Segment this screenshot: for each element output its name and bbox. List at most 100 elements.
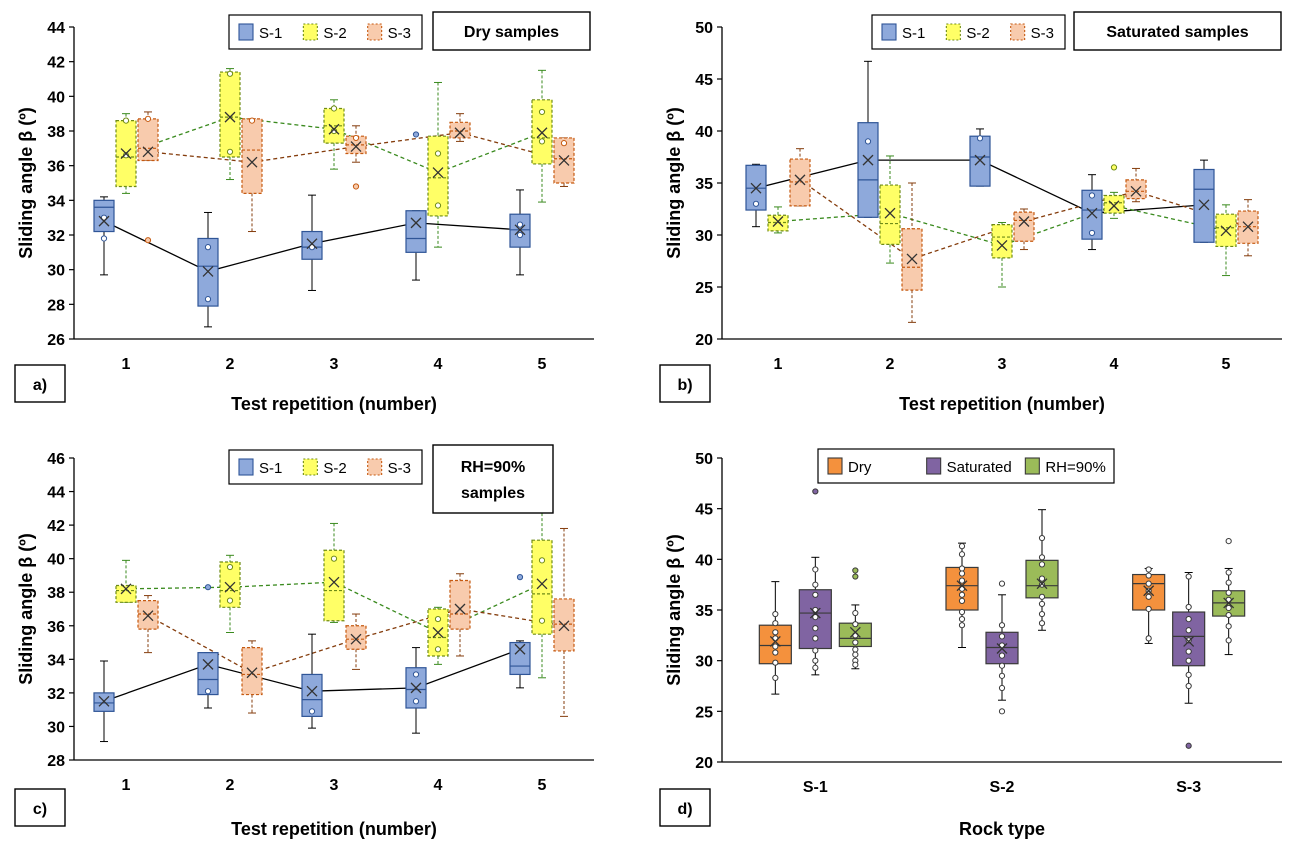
data-point — [852, 609, 859, 617]
legend-frame — [228, 449, 423, 485]
outlier-point — [516, 574, 524, 581]
legend: S-1 S-2 S-3 — [871, 14, 1066, 50]
outlier-point — [852, 567, 859, 574]
data-point — [958, 570, 966, 577]
y-tick-label: 44 — [47, 20, 65, 37]
box-dry-s-1 — [758, 581, 792, 695]
y-tick-label: 45 — [695, 502, 713, 519]
y-tick-label: 40 — [695, 552, 713, 569]
mean-marker — [120, 148, 132, 159]
data-point — [812, 647, 819, 654]
box-body — [137, 118, 159, 162]
data-point — [144, 115, 152, 122]
data-point — [976, 135, 984, 142]
box-s-3-4 — [449, 113, 471, 142]
legend-label: Dry — [848, 459, 872, 476]
data-point — [1145, 566, 1152, 573]
outlier-point — [204, 584, 212, 591]
data-point — [958, 551, 966, 558]
data-point — [998, 672, 1006, 679]
x-tick-label: 3 — [330, 356, 339, 373]
box-s-3-5 — [553, 527, 575, 717]
legend-label: S-1 — [259, 25, 282, 42]
legend-frame — [871, 14, 1066, 50]
y-tick-label: 45 — [695, 72, 713, 89]
box-s-3-2 — [241, 117, 263, 233]
data-point — [1038, 600, 1046, 608]
x-tick-label: 5 — [538, 356, 547, 373]
data-point — [1145, 635, 1152, 642]
mean-marker — [514, 643, 526, 655]
y-tick-label: 44 — [47, 485, 65, 502]
x-axis-title: Test repetition (number) — [899, 394, 1105, 414]
sample-tag: Saturated samples — [1073, 11, 1282, 51]
data-point — [958, 577, 966, 584]
box-body — [509, 641, 531, 676]
y-tick-label: 25 — [695, 704, 713, 721]
data-point — [1038, 610, 1046, 618]
sample-tag-frame — [1073, 11, 1282, 51]
box-s-1-3 — [301, 633, 323, 729]
data-point — [998, 622, 1006, 629]
box-s-1-2 — [197, 584, 219, 709]
box-s-3-3 — [1013, 208, 1035, 251]
box-s-2-5 — [531, 69, 553, 203]
mean-marker — [224, 111, 236, 123]
box-s-2-5 — [1215, 204, 1237, 277]
data-point — [330, 105, 338, 112]
box-s-2-3 — [323, 522, 345, 623]
data-point — [852, 621, 859, 628]
y-tick-label: 46 — [47, 451, 65, 468]
legend: S-1 S-2 S-3 — [228, 449, 423, 485]
data-point — [1038, 554, 1046, 561]
mean-marker — [350, 141, 362, 153]
outlier-point — [812, 488, 819, 495]
data-point — [538, 138, 546, 145]
data-point — [1185, 671, 1192, 678]
outlier-point — [852, 573, 859, 580]
data-point — [772, 659, 779, 666]
data-point — [958, 565, 966, 572]
legend-swatch — [827, 457, 843, 475]
data-point — [852, 639, 859, 646]
y-tick-label: 30 — [695, 228, 713, 245]
x-axis-title: Test repetition (number) — [231, 394, 437, 414]
sample-tag: RH=90% samples — [432, 444, 554, 514]
x-tick-label: 4 — [1110, 356, 1119, 373]
mean-marker — [98, 215, 110, 227]
legend: Dry Saturated RH=90% — [817, 448, 1115, 484]
x-tick-label: 1 — [122, 356, 131, 373]
y-tick-label: 20 — [695, 755, 713, 772]
data-point — [998, 662, 1006, 669]
box-s-3-3 — [345, 613, 367, 670]
data-point — [100, 235, 108, 242]
x-tick-label: S-1 — [803, 779, 828, 796]
data-point — [1225, 589, 1232, 596]
legend-swatch — [302, 458, 318, 476]
legend-frame — [817, 448, 1115, 484]
y-tick-label: 20 — [695, 332, 713, 349]
x-tick-label: 3 — [998, 356, 1007, 373]
box-body — [115, 584, 137, 603]
mean-marker — [750, 182, 762, 194]
mean-marker — [956, 580, 968, 592]
box-s-3-3 — [345, 125, 367, 190]
box-s-1-1 — [745, 163, 767, 228]
data-point — [1088, 192, 1096, 199]
x-tick-label: 2 — [226, 356, 235, 373]
y-tick-label: 40 — [47, 552, 65, 569]
legend-label: S-3 — [388, 25, 411, 42]
legend-swatch — [238, 23, 254, 41]
data-point — [1038, 534, 1046, 542]
data-point — [998, 708, 1006, 715]
y-tick-label: 34 — [47, 652, 65, 669]
box-s-2-4 — [427, 81, 449, 248]
mean-marker — [410, 682, 422, 694]
box-s-3-5 — [1237, 199, 1259, 257]
box-s-2-1 — [115, 559, 137, 603]
sample-tag-text: Saturated samples — [1106, 24, 1248, 41]
legend-swatch — [302, 23, 318, 41]
mean-marker — [350, 633, 362, 645]
box-s-2-4 — [427, 606, 449, 665]
mean-marker — [98, 695, 110, 707]
